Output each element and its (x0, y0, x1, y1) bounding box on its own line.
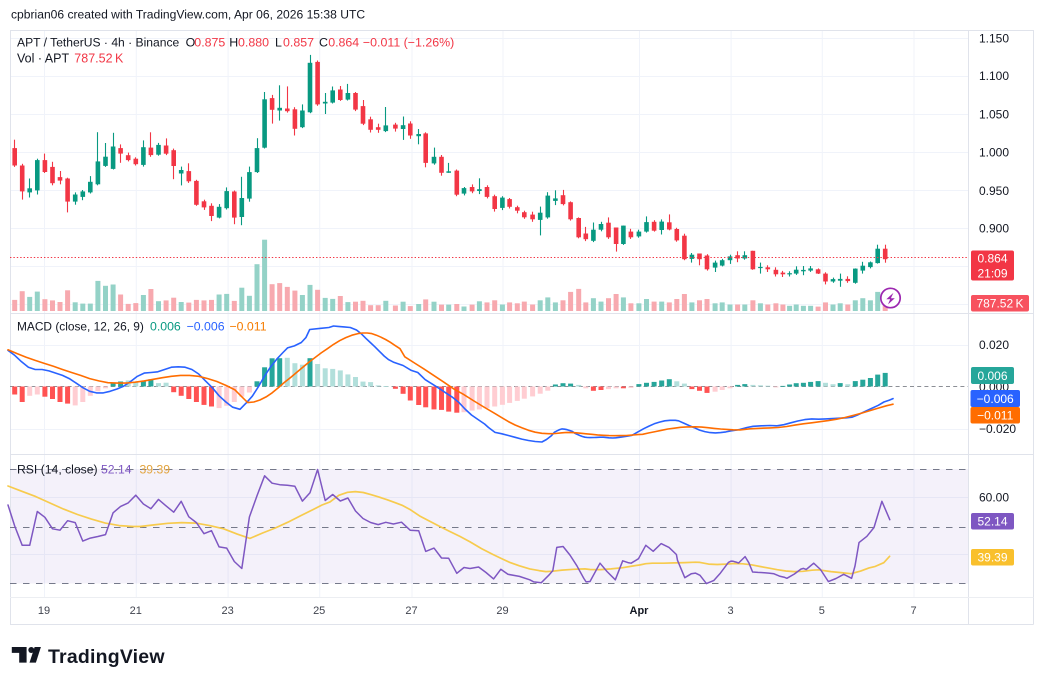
svg-text:52.14: 52.14 (101, 463, 132, 477)
svg-text:0.020: 0.020 (979, 338, 1009, 352)
svg-text:5: 5 (819, 605, 825, 617)
svg-text:0.857: 0.857 (283, 36, 314, 50)
svg-text:−0.011: −0.011 (977, 409, 1013, 423)
svg-text:−0.020: −0.020 (979, 422, 1016, 436)
svg-text:MACD (close, 12, 26, 9): MACD (close, 12, 26, 9) (17, 320, 144, 334)
svg-text:39.39: 39.39 (977, 551, 1007, 565)
svg-text:0.006: 0.006 (150, 320, 181, 334)
svg-text:39.39: 39.39 (140, 463, 171, 477)
svg-text:25: 25 (313, 605, 325, 617)
svg-text:23: 23 (221, 605, 233, 617)
svg-text:−0.011 (−1.26%): −0.011 (−1.26%) (363, 36, 454, 50)
svg-text:H: H (229, 36, 238, 50)
svg-text:19: 19 (38, 605, 50, 617)
svg-text:0.006: 0.006 (977, 369, 1007, 383)
svg-text:Vol · APT: Vol · APT (17, 52, 69, 66)
svg-text:TradingView: TradingView (48, 646, 165, 668)
svg-text:L: L (275, 36, 282, 50)
svg-text:0.880: 0.880 (238, 36, 269, 50)
svg-text:−0.006: −0.006 (187, 320, 225, 334)
svg-text:0.875: 0.875 (194, 36, 225, 50)
svg-text:O: O (186, 36, 196, 50)
svg-text:3: 3 (728, 605, 734, 617)
svg-text:1.000: 1.000 (979, 146, 1009, 160)
svg-text:1.150: 1.150 (979, 32, 1009, 46)
svg-text:0.864: 0.864 (977, 251, 1007, 265)
svg-text:C: C (319, 36, 328, 50)
svg-text:1.100: 1.100 (979, 69, 1009, 83)
svg-text:RSI (14, close): RSI (14, close) (17, 463, 98, 477)
svg-text:52.14: 52.14 (977, 515, 1007, 529)
svg-text:−0.006: −0.006 (977, 392, 1014, 406)
svg-text:29: 29 (496, 605, 508, 617)
svg-text:787.52 K: 787.52 K (976, 297, 1023, 311)
svg-text:60.00: 60.00 (979, 491, 1009, 505)
svg-text:27: 27 (405, 605, 417, 617)
svg-text:21:09: 21:09 (977, 266, 1007, 280)
svg-text:cpbrian06 created with Trading: cpbrian06 created with TradingView.com, … (11, 8, 365, 22)
svg-text:1.050: 1.050 (979, 107, 1009, 121)
svg-text:0.950: 0.950 (979, 184, 1009, 198)
svg-text:0.864: 0.864 (328, 36, 359, 50)
svg-text:−0.011: −0.011 (230, 320, 267, 334)
svg-text:Apr: Apr (630, 605, 650, 617)
svg-text:21: 21 (130, 605, 142, 617)
svg-text:0.900: 0.900 (979, 222, 1009, 236)
svg-text:APT / TetherUS · 4h · Binance: APT / TetherUS · 4h · Binance (17, 36, 179, 50)
svg-text:7: 7 (910, 605, 916, 617)
svg-text:787.52 K: 787.52 K (74, 52, 124, 66)
